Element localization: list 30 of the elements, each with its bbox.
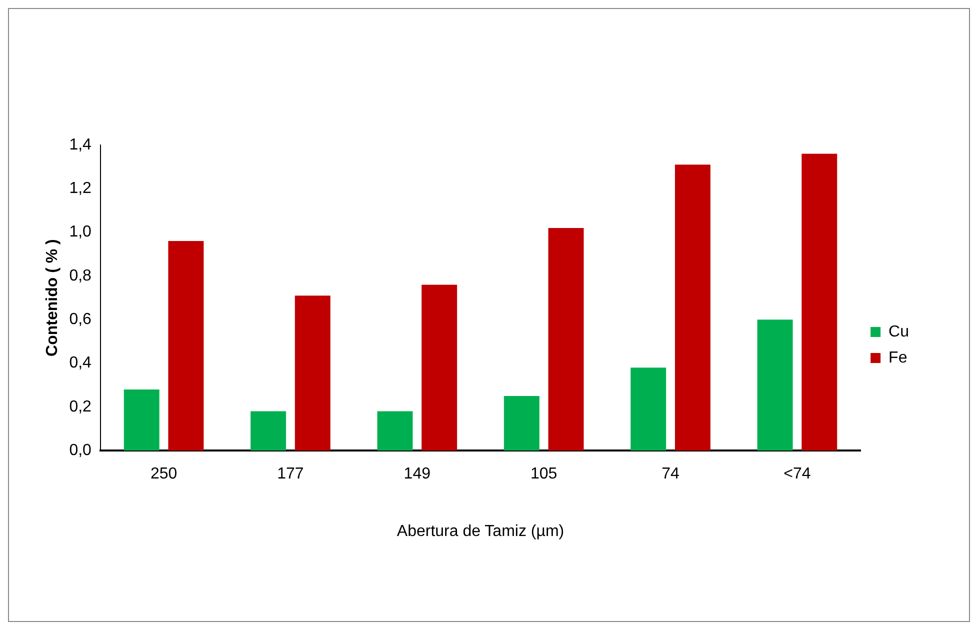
y-tick-label: 0,4 bbox=[69, 354, 92, 372]
legend-label: Cu bbox=[888, 323, 909, 340]
y-axis-title: Contenido ( % ) bbox=[44, 239, 62, 356]
x-tick-label: <74 bbox=[784, 466, 811, 483]
bar bbox=[250, 411, 286, 451]
x-tick-label: 177 bbox=[277, 466, 304, 483]
bar bbox=[548, 228, 584, 451]
y-tick-label: 0,8 bbox=[69, 267, 92, 284]
bar bbox=[630, 368, 666, 451]
bar bbox=[294, 296, 330, 451]
bar bbox=[504, 396, 540, 451]
legend-label: Fe bbox=[888, 349, 908, 366]
y-tick-label: 1,4 bbox=[69, 136, 92, 154]
x-tick-label: 74 bbox=[662, 466, 680, 483]
bar bbox=[124, 389, 160, 451]
bar bbox=[757, 320, 793, 451]
y-tick-label: 1,2 bbox=[69, 180, 92, 198]
bar bbox=[422, 284, 458, 451]
bar bbox=[802, 154, 838, 451]
y-tick-label: 1,0 bbox=[69, 224, 92, 241]
y-tick-label: 0,6 bbox=[69, 311, 92, 328]
x-tick-label: 149 bbox=[404, 466, 431, 483]
x-axis-title: Abertura de Tamiz (µm) bbox=[396, 522, 564, 540]
bar bbox=[168, 241, 204, 451]
bar bbox=[377, 411, 413, 451]
y-tick-label: 0,0 bbox=[69, 442, 92, 460]
bar bbox=[674, 164, 710, 451]
x-tick-label: 250 bbox=[150, 466, 178, 483]
y-tick-label: 0,2 bbox=[69, 398, 92, 416]
x-tick-label: 105 bbox=[530, 466, 558, 483]
